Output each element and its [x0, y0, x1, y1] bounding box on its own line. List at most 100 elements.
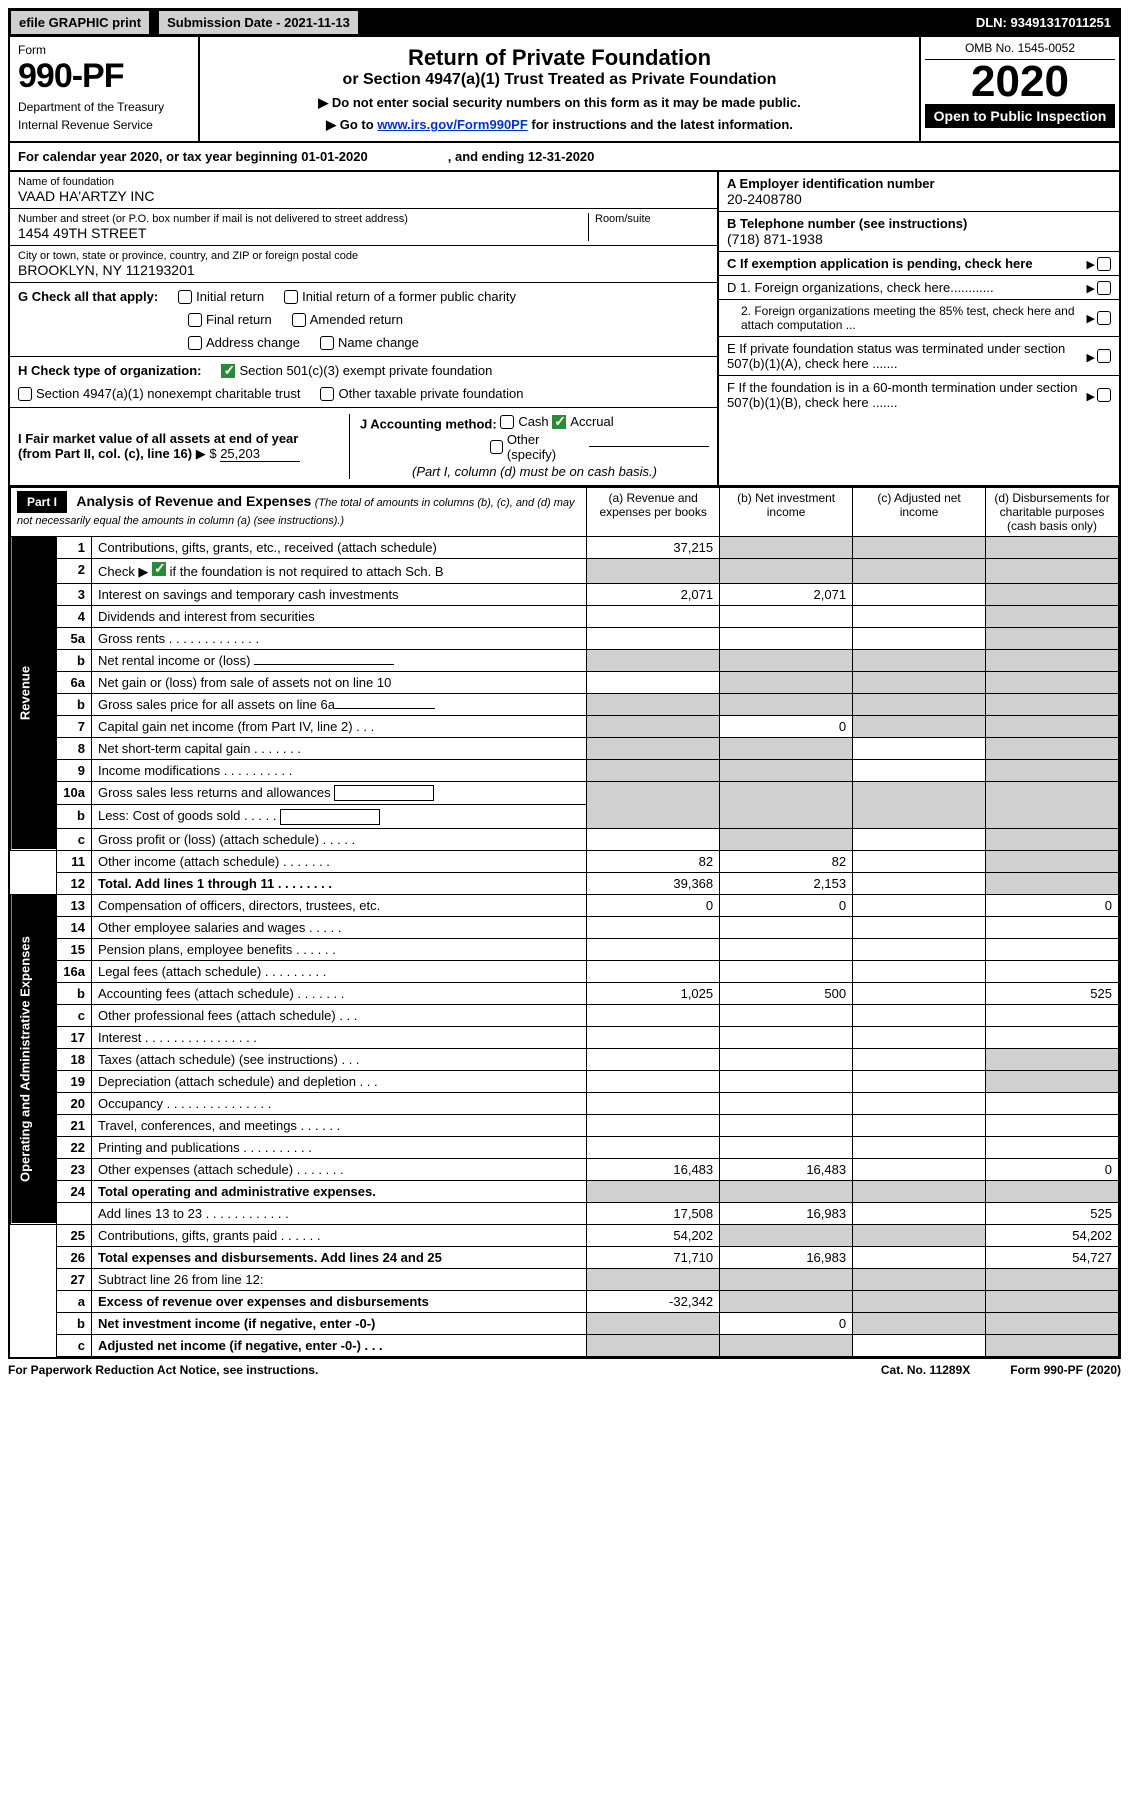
desc-27: Subtract line 26 from line 12:: [91, 1268, 586, 1290]
ein-val: 20-2408780: [727, 191, 1111, 207]
note2-pre: ▶ Go to: [326, 117, 377, 132]
initial-return-checkbox[interactable]: [178, 290, 192, 304]
address-change-checkbox[interactable]: [188, 336, 202, 350]
desc-24: Total operating and administrative expen…: [91, 1180, 586, 1202]
r3-b: 2,071: [720, 583, 853, 605]
footer-right: Form 990-PF (2020): [1010, 1363, 1121, 1377]
j-accrual-checkbox[interactable]: [552, 415, 566, 429]
i-arrow: ▶ $: [196, 446, 217, 461]
f-cell: F If the foundation is in a 60-month ter…: [719, 376, 1119, 414]
tel-val: (718) 871-1938: [727, 231, 1111, 247]
g-opt-2: Address change: [206, 335, 300, 350]
addr-val: 1454 49TH STREET: [18, 225, 582, 241]
name-cell: Name of foundation VAAD HA'ARTZY INC: [10, 172, 717, 209]
desc-23: Other expenses (attach schedule) . . . .…: [91, 1158, 586, 1180]
r16b-a: 1,025: [587, 982, 720, 1004]
name-change-checkbox[interactable]: [320, 336, 334, 350]
ln-22: 22: [57, 1136, 92, 1158]
final-return-checkbox[interactable]: [188, 313, 202, 327]
desc-6a: Net gain or (loss) from sale of assets n…: [91, 671, 586, 693]
desc-25: Contributions, gifts, grants paid . . . …: [91, 1224, 586, 1246]
ln-24: 24: [57, 1180, 92, 1202]
j-cash-lbl: Cash: [518, 414, 548, 429]
d2-checkbox[interactable]: [1097, 311, 1111, 325]
ln-24b: [57, 1202, 92, 1224]
desc-16a: Legal fees (attach schedule) . . . . . .…: [91, 960, 586, 982]
ln-18: 18: [57, 1048, 92, 1070]
ln-23: 23: [57, 1158, 92, 1180]
r26-d: 54,727: [986, 1246, 1119, 1268]
c-checkbox[interactable]: [1097, 257, 1111, 271]
r2-checkbox[interactable]: [152, 562, 166, 576]
e-checkbox[interactable]: [1097, 349, 1111, 363]
ln-21: 21: [57, 1114, 92, 1136]
ln-13: 13: [57, 894, 92, 916]
dept-treasury: Department of the Treasury: [18, 100, 190, 114]
r3-c: [853, 583, 986, 605]
h-other-checkbox[interactable]: [320, 387, 334, 401]
j-other-checkbox[interactable]: [490, 440, 503, 454]
desc-8: Net short-term capital gain . . . . . . …: [91, 737, 586, 759]
g-opt-3: Initial return of a former public charit…: [302, 289, 516, 304]
g-opt-0: Initial return: [196, 289, 264, 304]
j-cash-checkbox[interactable]: [500, 415, 514, 429]
table-row: cAdjusted net income (if negative, enter…: [11, 1334, 1119, 1356]
r1-c: [853, 536, 986, 558]
d1-checkbox[interactable]: [1097, 281, 1111, 295]
form990pf-link[interactable]: www.irs.gov/Form990PF: [377, 117, 528, 132]
ln-26: 26: [57, 1246, 92, 1268]
r25-d: 54,202: [986, 1224, 1119, 1246]
arrow-icon: [1087, 256, 1097, 271]
r11-b: 82: [720, 850, 853, 872]
c-cell: C If exemption application is pending, c…: [719, 252, 1119, 276]
r6b-txt: Gross sales price for all assets on line…: [98, 697, 335, 712]
initial-return-pc-checkbox[interactable]: [284, 290, 298, 304]
desc-7: Capital gain net income (from Part IV, l…: [91, 715, 586, 737]
f-checkbox[interactable]: [1097, 388, 1111, 402]
h-4947-checkbox[interactable]: [18, 387, 32, 401]
ln-19: 19: [57, 1070, 92, 1092]
c-label: C If exemption application is pending, c…: [727, 256, 1087, 271]
table-row: 24Total operating and administrative exp…: [11, 1180, 1119, 1202]
ln-2: 2: [57, 558, 92, 583]
table-row: Revenue 1 Contributions, gifts, grants, …: [11, 536, 1119, 558]
r1-a: 37,215: [587, 536, 720, 558]
table-row: cGross profit or (loss) (attach schedule…: [11, 828, 1119, 850]
col-c-header: (c) Adjusted net income: [853, 487, 986, 536]
desc-5a: Gross rents . . . . . . . . . . . . .: [91, 627, 586, 649]
efile-badge[interactable]: efile GRAPHIC print: [10, 10, 150, 35]
r24b-d: 525: [986, 1202, 1119, 1224]
table-row: 23Other expenses (attach schedule) . . .…: [11, 1158, 1119, 1180]
r2-post: if the foundation is not required to att…: [166, 564, 444, 579]
j-label: J Accounting method:: [360, 417, 497, 432]
r7-b: 0: [720, 715, 853, 737]
dln-label: DLN: 93491317011251: [968, 11, 1119, 34]
arrow-icon: [1087, 388, 1097, 403]
table-row: 27Subtract line 26 from line 12:: [11, 1268, 1119, 1290]
desc-1: Contributions, gifts, grants, etc., rece…: [91, 536, 586, 558]
ein-label: A Employer identification number: [727, 176, 1111, 191]
footer-left: For Paperwork Reduction Act Notice, see …: [8, 1363, 318, 1377]
ln-6a: 6a: [57, 671, 92, 693]
ln-10c: c: [57, 828, 92, 850]
table-row: bNet rental income or (loss): [11, 649, 1119, 671]
h-501c3-checkbox[interactable]: [221, 364, 235, 378]
desc-6b: Gross sales price for all assets on line…: [91, 693, 586, 715]
table-row: Operating and Administrative Expenses 13…: [11, 894, 1119, 916]
g-opt-4: Amended return: [310, 312, 403, 327]
r3-d: [986, 583, 1119, 605]
table-row: 25Contributions, gifts, grants paid . . …: [11, 1224, 1119, 1246]
info-right: A Employer identification number 20-2408…: [719, 172, 1119, 485]
ln-15: 15: [57, 938, 92, 960]
ln-6b: b: [57, 693, 92, 715]
amended-return-checkbox[interactable]: [292, 313, 306, 327]
addr-label: Number and street (or P.O. box number if…: [18, 213, 582, 225]
r16b-d: 525: [986, 982, 1119, 1004]
tel-cell: B Telephone number (see instructions) (7…: [719, 212, 1119, 252]
desc-21: Travel, conferences, and meetings . . . …: [91, 1114, 586, 1136]
form-note-1: ▶ Do not enter social security numbers o…: [216, 95, 903, 111]
r1-d: [986, 536, 1119, 558]
r16b-b: 500: [720, 982, 853, 1004]
submission-date: Submission Date - 2021-11-13: [158, 10, 359, 35]
r2-pre: Check ▶: [98, 564, 152, 579]
